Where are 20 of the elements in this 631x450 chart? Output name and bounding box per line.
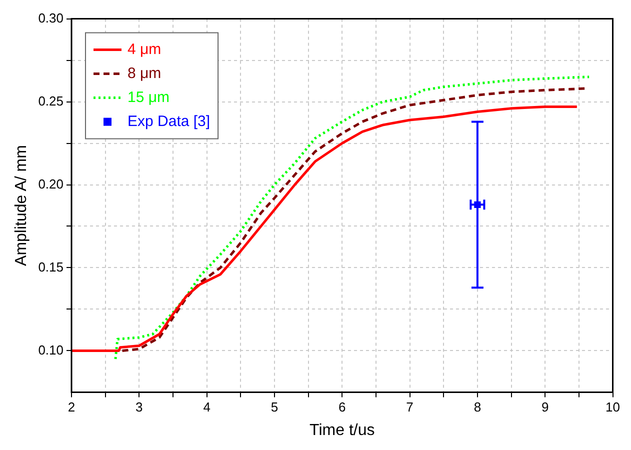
legend-label: 15 μm xyxy=(128,88,170,106)
y-tick-label: 0.20 xyxy=(38,176,64,192)
x-tick-label: 7 xyxy=(406,400,414,415)
x-tick-label: 5 xyxy=(270,400,278,415)
x-axis-title: Time t/us xyxy=(310,422,375,439)
x-tick-label: 3 xyxy=(136,400,143,415)
x-tick-label: 2 xyxy=(68,400,76,415)
legend-label: 4 μm xyxy=(128,40,162,58)
y-axis-title: Amplitude A/ mm xyxy=(13,145,30,266)
y-tick-label: 0.15 xyxy=(38,259,64,274)
y-tick-label: 0.25 xyxy=(38,93,64,108)
y-tick-label: 0.30 xyxy=(38,10,64,26)
x-tick-label: 8 xyxy=(474,400,482,415)
legend-label: 8 μm xyxy=(128,64,162,82)
x-tick-label: 10 xyxy=(606,400,620,415)
x-tick-label: 6 xyxy=(338,400,346,415)
x-tick-label: 9 xyxy=(541,400,549,415)
legend-label: Exp Data [3] xyxy=(128,112,210,130)
y-tick-label: 0.10 xyxy=(38,342,64,358)
x-tick-label: 4 xyxy=(203,400,210,415)
